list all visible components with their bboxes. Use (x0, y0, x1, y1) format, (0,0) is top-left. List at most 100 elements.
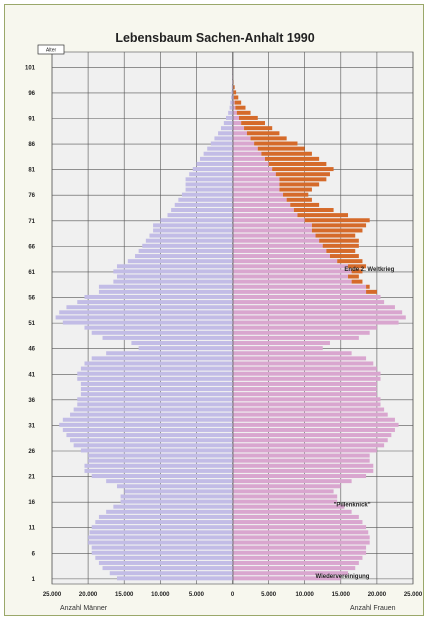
bar-women-age-40 (232, 376, 381, 381)
annotation-label: Wiedervereinigung (316, 574, 370, 580)
bar-women-age-60 (232, 274, 349, 279)
bar-women-age-30 (232, 427, 395, 432)
bar-women-surplus-age-87 (250, 136, 287, 141)
bar-women-age-16 (232, 499, 338, 504)
bar-women-surplus-age-92 (236, 110, 251, 115)
bar-women-surplus-age-73 (293, 208, 334, 213)
bar-women-age-44 (232, 356, 367, 361)
bar-women-surplus-age-81 (272, 167, 334, 172)
age-tick-label: 21 (28, 475, 35, 481)
bar-women-age-48 (232, 335, 359, 340)
bar-women-age-59 (232, 279, 352, 284)
bar-women-surplus-age-68 (315, 233, 356, 238)
bar-women-surplus-age-89 (244, 126, 273, 131)
bar-men-age-84 (203, 151, 233, 156)
bar-men-age-61 (113, 269, 233, 274)
x-tick-label: 0 (231, 592, 235, 598)
bar-women-age-76 (232, 192, 284, 197)
age-tick-label: 16 (28, 500, 35, 506)
bar-women-surplus-age-80 (275, 172, 330, 177)
age-tick-label: 1 (32, 577, 36, 583)
age-tick-label: 31 (28, 423, 35, 429)
bar-women-age-46 (232, 346, 323, 351)
bar-women-age-58 (232, 284, 367, 289)
bar-women-age-6 (232, 550, 367, 555)
bar-women-age-74 (232, 202, 291, 207)
bar-men-age-27 (73, 443, 233, 448)
bar-women-age-5 (232, 555, 363, 560)
annotation-label: Ende 2. Weltkrieg (344, 267, 394, 273)
bar-women-surplus-age-67 (319, 238, 359, 243)
bar-women-surplus-age-85 (257, 146, 305, 151)
x-tick-label: 15.000 (332, 592, 351, 598)
age-tick-label: 56 (28, 296, 35, 302)
bar-men-age-42 (80, 366, 233, 371)
bar-women-age-20 (232, 479, 352, 484)
bar-women-surplus-age-61 (351, 269, 363, 274)
bar-women-age-72 (232, 213, 298, 218)
x-tick-label: 5.000 (261, 592, 277, 598)
bar-women-age-88 (232, 131, 247, 136)
bar-men-age-69 (153, 228, 233, 233)
bar-women-age-2 (232, 571, 349, 576)
chart-title: Lebensbaum Sachen-Anhalt 1990 (115, 31, 314, 45)
bar-men-age-85 (207, 146, 233, 151)
bar-men-age-52 (55, 315, 233, 320)
bar-women-age-68 (232, 233, 316, 238)
bar-women-surplus-age-70 (311, 223, 367, 228)
bar-women-age-25 (232, 453, 370, 458)
bar-men-age-53 (59, 310, 233, 315)
bar-women-surplus-age-97 (233, 85, 235, 90)
bar-women-surplus-age-82 (268, 161, 327, 166)
bar-women-age-24 (232, 458, 370, 463)
bar-men-age-88 (218, 131, 233, 136)
bar-men-age-30 (62, 427, 233, 432)
bar-women-surplus-age-64 (329, 254, 359, 259)
bar-women-surplus-age-77 (279, 187, 312, 192)
bar-women-surplus-age-74 (290, 202, 320, 207)
bar-women-age-34 (232, 407, 385, 412)
bar-women-age-70 (232, 223, 312, 228)
age-tick-label: 61 (28, 270, 35, 276)
bar-women-surplus-age-79 (279, 177, 327, 182)
bar-men-age-79 (185, 177, 233, 182)
bar-men-age-38 (80, 387, 233, 392)
age-tick-label: 101 (25, 65, 36, 71)
bar-women-surplus-age-72 (297, 213, 349, 218)
bar-women-surplus-age-90 (241, 121, 265, 126)
bar-women-age-66 (232, 243, 323, 248)
bar-women-age-57 (232, 289, 367, 294)
bar-men-age-51 (62, 320, 233, 325)
bar-men-age-64 (135, 254, 233, 259)
bar-women-age-61 (232, 269, 352, 274)
bar-women-surplus-age-91 (238, 115, 258, 120)
bar-women-age-49 (232, 330, 370, 335)
bar-men-age-40 (77, 376, 233, 381)
age-tick-label: 26 (28, 449, 35, 455)
bar-women-age-86 (232, 141, 255, 146)
bar-women-age-21 (232, 474, 367, 479)
bar-men-age-44 (91, 356, 233, 361)
bar-women-age-45 (232, 351, 352, 356)
bar-men-age-6 (91, 550, 233, 555)
bar-men-age-39 (80, 381, 233, 386)
bar-men-age-94 (230, 100, 233, 105)
bar-men-age-67 (145, 238, 233, 243)
age-axis-label: Alter (46, 48, 57, 54)
bar-women-age-89 (232, 126, 245, 131)
age-axis-label-box (37, 44, 65, 55)
bar-women-age-27 (232, 443, 385, 448)
bar-women-surplus-age-84 (261, 151, 312, 156)
bar-men-age-9 (88, 535, 233, 540)
x-tick-label: 5.000 (189, 592, 205, 598)
bar-men-age-75 (178, 197, 233, 202)
bar-women-age-42 (232, 366, 377, 371)
age-tick-label: 11 (29, 526, 36, 532)
bar-women-surplus-age-65 (326, 248, 356, 253)
count-tick-labels: 25.000 20.000 15.000 10.000 5.000 0 5.000 10.00… (43, 592, 423, 598)
bar-women-age-75 (232, 197, 287, 202)
bar-women-age-32 (232, 417, 395, 422)
bar-men-age-92 (228, 110, 233, 115)
bar-women-age-31 (232, 422, 399, 427)
bar-men-age-18 (124, 489, 233, 494)
